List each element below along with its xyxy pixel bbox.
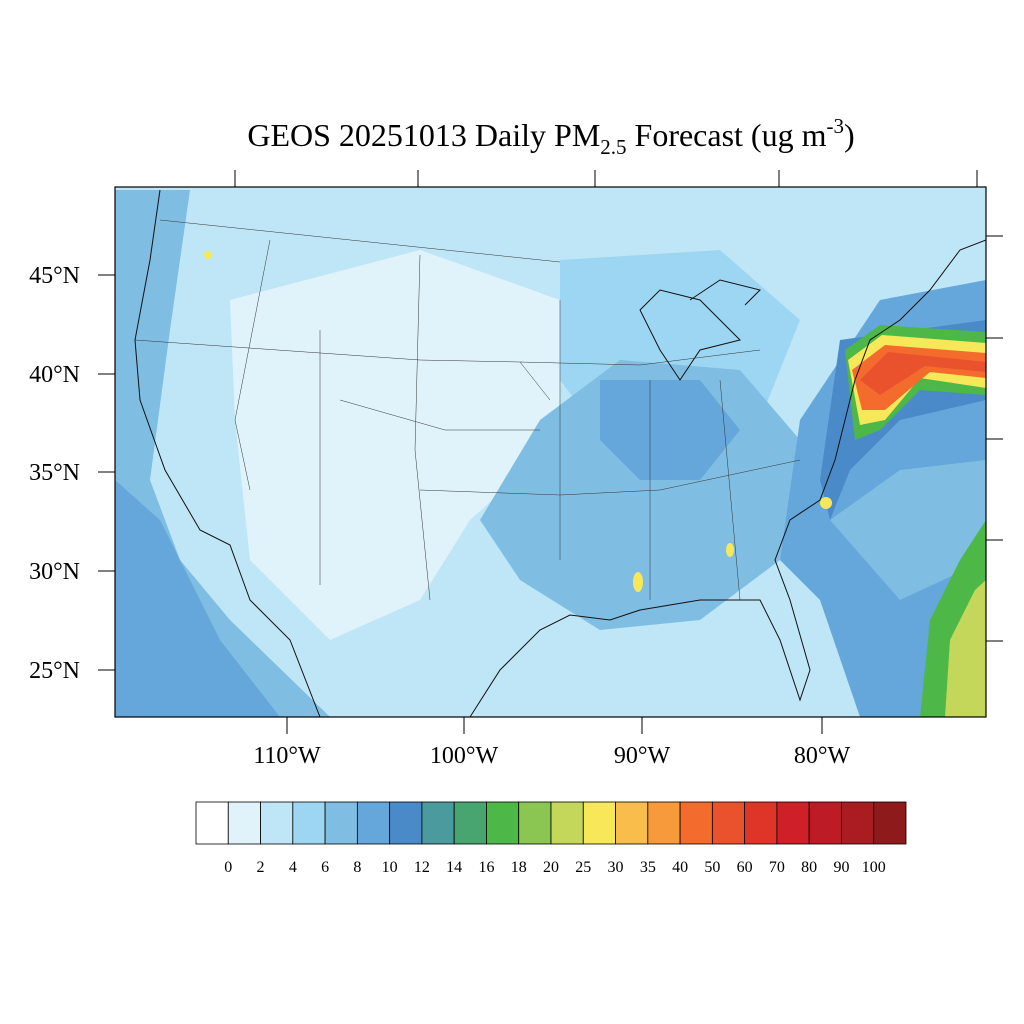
colorbar-box <box>744 801 778 845</box>
colorbar-box <box>615 801 649 845</box>
colorbar-box <box>421 801 455 845</box>
colorbar-label: 18 <box>511 859 527 876</box>
latitude-label: 40°N <box>29 362 80 388</box>
colorbar-box <box>292 801 326 845</box>
colorbar-label: 90 <box>833 859 849 876</box>
title-superscript: -3 <box>826 114 844 138</box>
colorbar-label: 60 <box>737 859 753 876</box>
colorbar-label: 100 <box>862 859 886 876</box>
field-region <box>600 380 740 480</box>
coastline <box>134 189 986 717</box>
field-spot <box>204 251 212 259</box>
longitude-label: 90°W <box>614 743 671 769</box>
colorbar-label: 20 <box>543 859 559 876</box>
map-field <box>115 187 986 717</box>
title-main: GEOS 20251013 Daily PM <box>247 117 600 153</box>
field-region <box>860 352 986 395</box>
colorbar-label: 6 <box>321 859 329 876</box>
field-spot <box>633 572 643 592</box>
colorbar: 0 2 4 6 8 10 12 14 16 18 20 25 30 35 40 50 60 70 80 90 100 <box>195 801 907 876</box>
colorbar-label: 70 <box>769 859 785 876</box>
longitude-axis: 110°W 100°W 90°W 80°W <box>253 717 850 769</box>
longitude-label: 80°W <box>794 743 851 769</box>
colorbar-label: 4 <box>289 859 297 876</box>
field-region <box>945 580 986 717</box>
colorbar-box <box>195 801 229 845</box>
field-region <box>230 250 560 640</box>
colorbar-label: 80 <box>801 859 817 876</box>
latitude-label: 35°N <box>29 460 80 486</box>
colorbar-label: 0 <box>224 859 232 876</box>
colorbar-box <box>486 801 520 845</box>
latitude-label: 45°N <box>29 263 80 289</box>
title-subscript: 2.5 <box>600 135 626 159</box>
colorbar-label: 35 <box>640 859 656 876</box>
colorbar-box <box>647 801 681 845</box>
longitude-label: 110°W <box>253 743 321 769</box>
colorbar-box <box>324 801 358 845</box>
field-region <box>830 460 986 600</box>
state-borders <box>134 219 801 601</box>
colorbar-label: 25 <box>575 859 591 876</box>
title-end: ) <box>844 117 855 153</box>
field-spot <box>820 497 832 509</box>
colorbar-box <box>841 801 875 845</box>
title-middle: Forecast (ug m <box>627 117 827 153</box>
latitude-axis: 45°N 40°N 35°N 30°N 25°N <box>29 263 115 684</box>
colorbar-label: 2 <box>257 859 265 876</box>
field-spot <box>726 543 734 557</box>
colorbar-box <box>260 801 294 845</box>
colorbar-box <box>582 801 616 845</box>
colorbar-box <box>518 801 552 845</box>
colorbar-label: 50 <box>704 859 720 876</box>
colorbar-label: 12 <box>414 859 430 876</box>
colorbar-label: 10 <box>382 859 398 876</box>
map-title: GEOS 20251013 Daily PM2.5 Forecast (ug m… <box>247 114 854 159</box>
colorbar-box <box>389 801 423 845</box>
right-ticks <box>986 235 1003 642</box>
colorbar-label: 30 <box>608 859 624 876</box>
colorbar-box <box>873 801 907 845</box>
colorbar-label: 8 <box>353 859 361 876</box>
latitude-label: 25°N <box>29 658 80 684</box>
latitude-label: 30°N <box>29 559 80 585</box>
colorbar-box <box>227 801 261 845</box>
field-region <box>115 480 280 717</box>
colorbar-label: 40 <box>672 859 688 876</box>
colorbar-box <box>808 801 842 845</box>
colorbar-label: 16 <box>478 859 494 876</box>
colorbar-box <box>711 801 746 845</box>
colorbar-box <box>776 801 810 845</box>
colorbar-label: 14 <box>446 859 462 876</box>
colorbar-box <box>453 801 487 845</box>
map-frame <box>114 186 987 718</box>
coastline <box>639 279 761 381</box>
colorbar-box <box>679 801 713 845</box>
longitude-label: 100°W <box>430 743 499 769</box>
top-ticks <box>234 170 978 187</box>
colorbar-box <box>356 801 391 845</box>
colorbar-box <box>550 801 584 845</box>
